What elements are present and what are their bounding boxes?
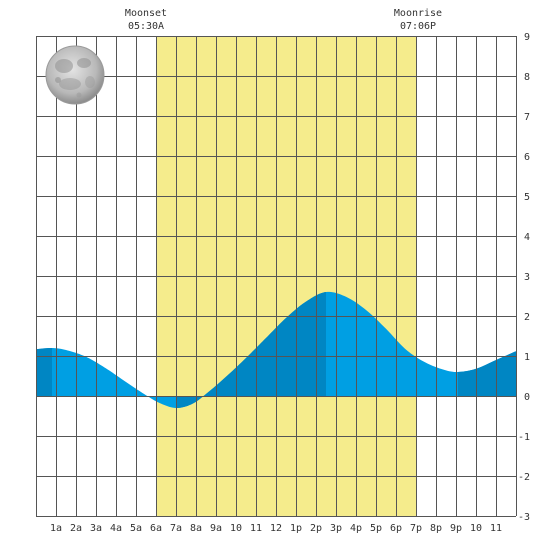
x-tick-label: 10 — [230, 523, 242, 534]
y-tick-label: 0 — [524, 392, 530, 403]
x-tick-label: 1p — [290, 523, 302, 534]
y-tick-label: 8 — [524, 72, 530, 83]
moon-event-label: Moonrise — [394, 8, 442, 19]
x-tick-label: 7a — [170, 523, 182, 534]
moon-event-label: Moonset — [125, 8, 167, 19]
tide-rising-segment-3 — [458, 351, 516, 396]
moon-event-labels: Moonset 05:30A Moonrise 07:06P — [125, 8, 442, 32]
x-tick-label: 9p — [450, 523, 462, 534]
y-tick-label: -3 — [518, 512, 530, 523]
y-tick-label: 2 — [524, 312, 530, 323]
x-tick-label: 2p — [310, 523, 322, 534]
grid-layer — [36, 36, 517, 517]
x-tick-label: 5a — [130, 523, 142, 534]
moon-event-time: 07:06P — [400, 21, 436, 32]
moon-event-time: 05:30A — [128, 21, 164, 32]
y-tick-label: 9 — [524, 32, 530, 43]
x-tick-labels: 1a 2a 3a 4a 5a 6a 7a 8a 9a 10 11 12 1p 2p 3p 4p 5p 6p 7p 8p… — [50, 523, 502, 534]
x-tick-label: 10 — [470, 523, 482, 534]
x-tick-label: 6a — [150, 523, 162, 534]
y-tick-labels: -3 -2 -1 0 1 2 3 4 5 6 7 8 9 — [518, 32, 530, 523]
y-tick-label: 3 — [524, 272, 530, 283]
x-tick-label: 12 — [270, 523, 282, 534]
x-tick-label: 3p — [330, 523, 342, 534]
y-tick-label: 7 — [524, 112, 530, 123]
x-tick-label: 3a — [90, 523, 102, 534]
y-tick-label: -1 — [518, 432, 530, 443]
x-tick-label: 4p — [350, 523, 362, 534]
x-tick-label: 11 — [250, 523, 262, 534]
x-tick-label: 1a — [50, 523, 62, 534]
tide-rising-segment-1 — [36, 347, 52, 396]
moon-phase-layer — [45, 45, 105, 105]
x-tick-label: 4a — [110, 523, 122, 534]
tide-rising-segment-2 — [176, 292, 326, 408]
x-tick-label: 7p — [410, 523, 422, 534]
x-tick-label: 2a — [70, 523, 82, 534]
x-tick-label: 5p — [370, 523, 382, 534]
x-tick-label: 11 — [490, 523, 502, 534]
full-moon-icon — [45, 45, 105, 105]
y-tick-label: 1 — [524, 352, 530, 363]
y-tick-label: 4 — [524, 232, 530, 243]
y-tick-label: -2 — [518, 472, 530, 483]
x-tick-label: 8a — [190, 523, 202, 534]
y-tick-label: 6 — [524, 152, 530, 163]
x-tick-label: 6p — [390, 523, 402, 534]
x-tick-label: 9a — [210, 523, 222, 534]
y-tick-label: 5 — [524, 192, 530, 203]
x-tick-label: 8p — [430, 523, 442, 534]
